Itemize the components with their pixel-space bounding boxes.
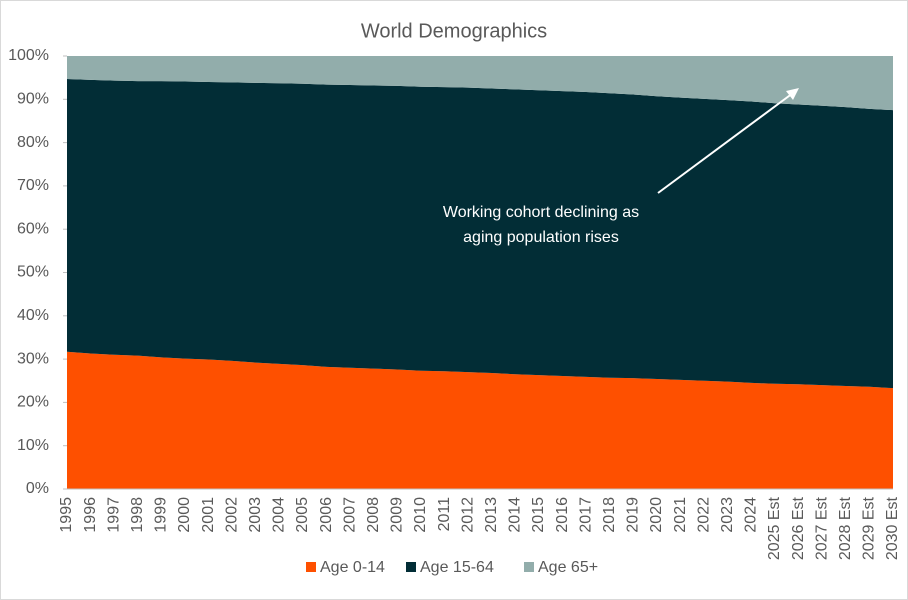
legend-label: Age 0-14	[320, 559, 385, 576]
area	[67, 56, 893, 111]
x-tick-label: 2023	[719, 497, 736, 533]
annotation: aging population rises	[463, 229, 619, 246]
x-tick-label: 1996	[82, 497, 99, 533]
x-tick-label: 2000	[176, 497, 193, 533]
y-tick-label: 0%	[26, 480, 49, 497]
x-tick-label: 2016	[554, 497, 571, 533]
legend-swatch	[524, 562, 534, 572]
annotation-arrowhead	[786, 88, 799, 100]
x-tick-label: 2027 Est	[813, 496, 830, 560]
x-tick-label: 1995	[58, 497, 75, 533]
x-tick-label: 2026 Est	[790, 496, 807, 560]
plot-area: 0% 10% 20% 30% 40% 50% 60% 70% 80% 90% 100% 1995 199…	[8, 47, 901, 560]
legend-swatch	[406, 562, 416, 572]
x-tick-label: 1998	[129, 497, 146, 533]
x-tick-label: 2015	[530, 497, 547, 533]
x-tick-label: 2003	[247, 497, 264, 533]
x-tick-label: 2002	[223, 497, 240, 533]
area	[67, 78, 893, 389]
x-tick-label: 2011	[436, 497, 453, 532]
y-tick-label: 10%	[17, 437, 49, 454]
x-tick-label: 2012	[459, 497, 476, 533]
x-tick-label: 2005	[294, 497, 311, 533]
y-tick-label: 70%	[17, 177, 49, 194]
x-tick-label: 2010	[412, 497, 429, 533]
x-tick-label: 2013	[483, 497, 500, 533]
x-tick-label: 2017	[577, 497, 594, 533]
y-tick-label: 30%	[17, 350, 49, 367]
x-tick-label: 2028 Est	[837, 496, 854, 560]
x-tick-label: 2021	[672, 497, 689, 533]
x-tick-label: 1999	[153, 497, 170, 533]
y-tick-label: 80%	[17, 134, 49, 151]
x-tick-label: 2025 Est	[766, 496, 783, 560]
x-tick-label: 2018	[601, 497, 618, 533]
area	[67, 351, 893, 489]
x-tick-label: 2030 Est	[884, 496, 901, 560]
overlay: Working cohort declining as aging popula…	[443, 88, 799, 246]
annotation-arrow	[657, 92, 794, 194]
x-tick-label: 2008	[365, 497, 382, 533]
x-tick-label: 2029 Est	[861, 496, 878, 560]
legend-label: Age 15-64	[420, 559, 494, 576]
x-tick-label: 2009	[389, 497, 406, 533]
x-tick-label: 2019	[625, 497, 642, 533]
legend-swatch	[306, 562, 316, 572]
x-tick-label: 2020	[648, 497, 665, 533]
x-tick-label: 2022	[695, 497, 712, 533]
x-tick-label: 2014	[507, 497, 524, 533]
x-tick-label: 2001	[200, 497, 217, 533]
x-tick-label: 1997	[105, 497, 122, 533]
x-tick-label: 2004	[271, 497, 288, 533]
x-tick-label: 2006	[318, 497, 335, 533]
x-tick-label: 2007	[341, 497, 358, 533]
chart-title: World Demographics	[361, 20, 547, 42]
y-tick-label: 100%	[8, 47, 49, 64]
y-tick-label: 40%	[17, 307, 49, 324]
x-tick-label: 2024	[743, 497, 760, 533]
y-tick-label: 20%	[17, 394, 49, 411]
y-tick-label: 90%	[17, 91, 49, 108]
legend-label: Age 65+	[538, 559, 598, 576]
annotation: Working cohort declining as	[443, 204, 639, 221]
y-tick-label: 60%	[17, 220, 49, 237]
y-tick-label: 50%	[17, 264, 49, 281]
